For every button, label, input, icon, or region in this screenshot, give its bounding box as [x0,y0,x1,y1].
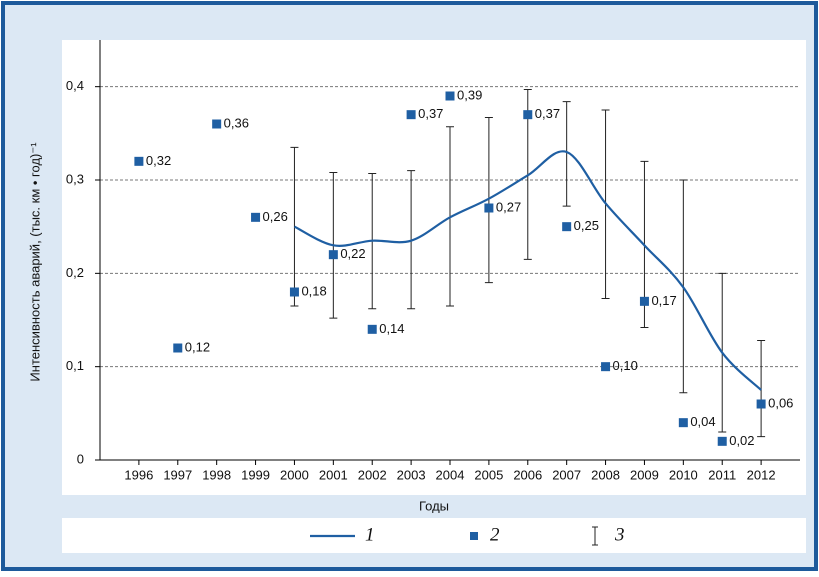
data-label: 0,02 [729,433,754,448]
data-label: 0,32 [146,153,171,168]
legend-label: 3 [614,524,625,545]
data-point [523,110,533,120]
data-point [212,119,222,129]
x-tick-label: 2001 [319,467,348,482]
data-point [251,212,261,222]
y-tick-label: 0,4 [66,78,84,93]
x-tick-label: 2009 [630,467,659,482]
data-label: 0,18 [301,283,326,298]
x-tick-label: 1998 [202,467,231,482]
y-tick-label: 0,1 [66,358,84,373]
legend-label: 1 [365,524,375,545]
data-label: 0,27 [496,199,521,214]
data-point [484,203,494,213]
legend-errorbar [592,526,598,546]
y-tick-label: 0,3 [66,171,84,186]
data-label: 0,06 [768,395,793,410]
x-tick-label: 2008 [591,467,620,482]
data-label: 0,39 [457,87,482,102]
data-label: 0,37 [535,106,560,121]
data-point [756,399,766,409]
data-label: 0,36 [224,115,249,130]
data-point [601,362,611,372]
data-point [717,436,727,446]
trend-line [293,150,762,391]
x-tick-label: 2003 [397,467,426,482]
data-label: 0,26 [263,209,288,224]
error-bar [290,146,299,307]
x-tick-label: 2000 [280,467,309,482]
legend-square [470,532,478,540]
y-tick-label: 0 [77,451,84,466]
y-axis-label: Интенсивность аварий, (тыс. км • год)⁻¹ [27,142,42,382]
x-tick-label: 2002 [358,467,387,482]
data-point [562,222,572,232]
x-tick-label: 1997 [163,467,192,482]
data-point [406,110,416,120]
x-tick-label: 1999 [241,467,270,482]
error-bar [484,116,493,284]
legend-panel [62,518,806,553]
data-point [367,324,377,334]
data-point [639,296,649,306]
data-point [173,343,183,353]
data-label: 0,22 [340,246,365,261]
x-tick-label: 2004 [436,467,465,482]
legend-label: 2 [490,524,500,545]
x-tick-label: 2006 [513,467,542,482]
x-tick-label: 2010 [669,467,698,482]
data-label: 0,14 [379,321,404,336]
data-label: 0,12 [185,339,210,354]
data-label: 0,25 [574,218,599,233]
data-point [289,287,299,297]
data-label: 0,10 [613,358,638,373]
error-bar [562,101,571,207]
x-tick-label: 1996 [124,467,153,482]
x-tick-label: 2012 [747,467,776,482]
x-tick-label: 2007 [552,467,581,482]
data-point [678,418,688,428]
data-label: 0,04 [690,414,715,429]
data-point [328,250,338,260]
x-tick-label: 2005 [474,467,503,482]
data-point [445,91,455,101]
y-tick-label: 0,2 [66,265,84,280]
data-label: 0,37 [418,106,443,121]
data-point [134,156,144,166]
x-axis-label: Годы [419,498,449,513]
data-label: 0,17 [651,293,676,308]
x-tick-label: 2011 [708,467,736,482]
